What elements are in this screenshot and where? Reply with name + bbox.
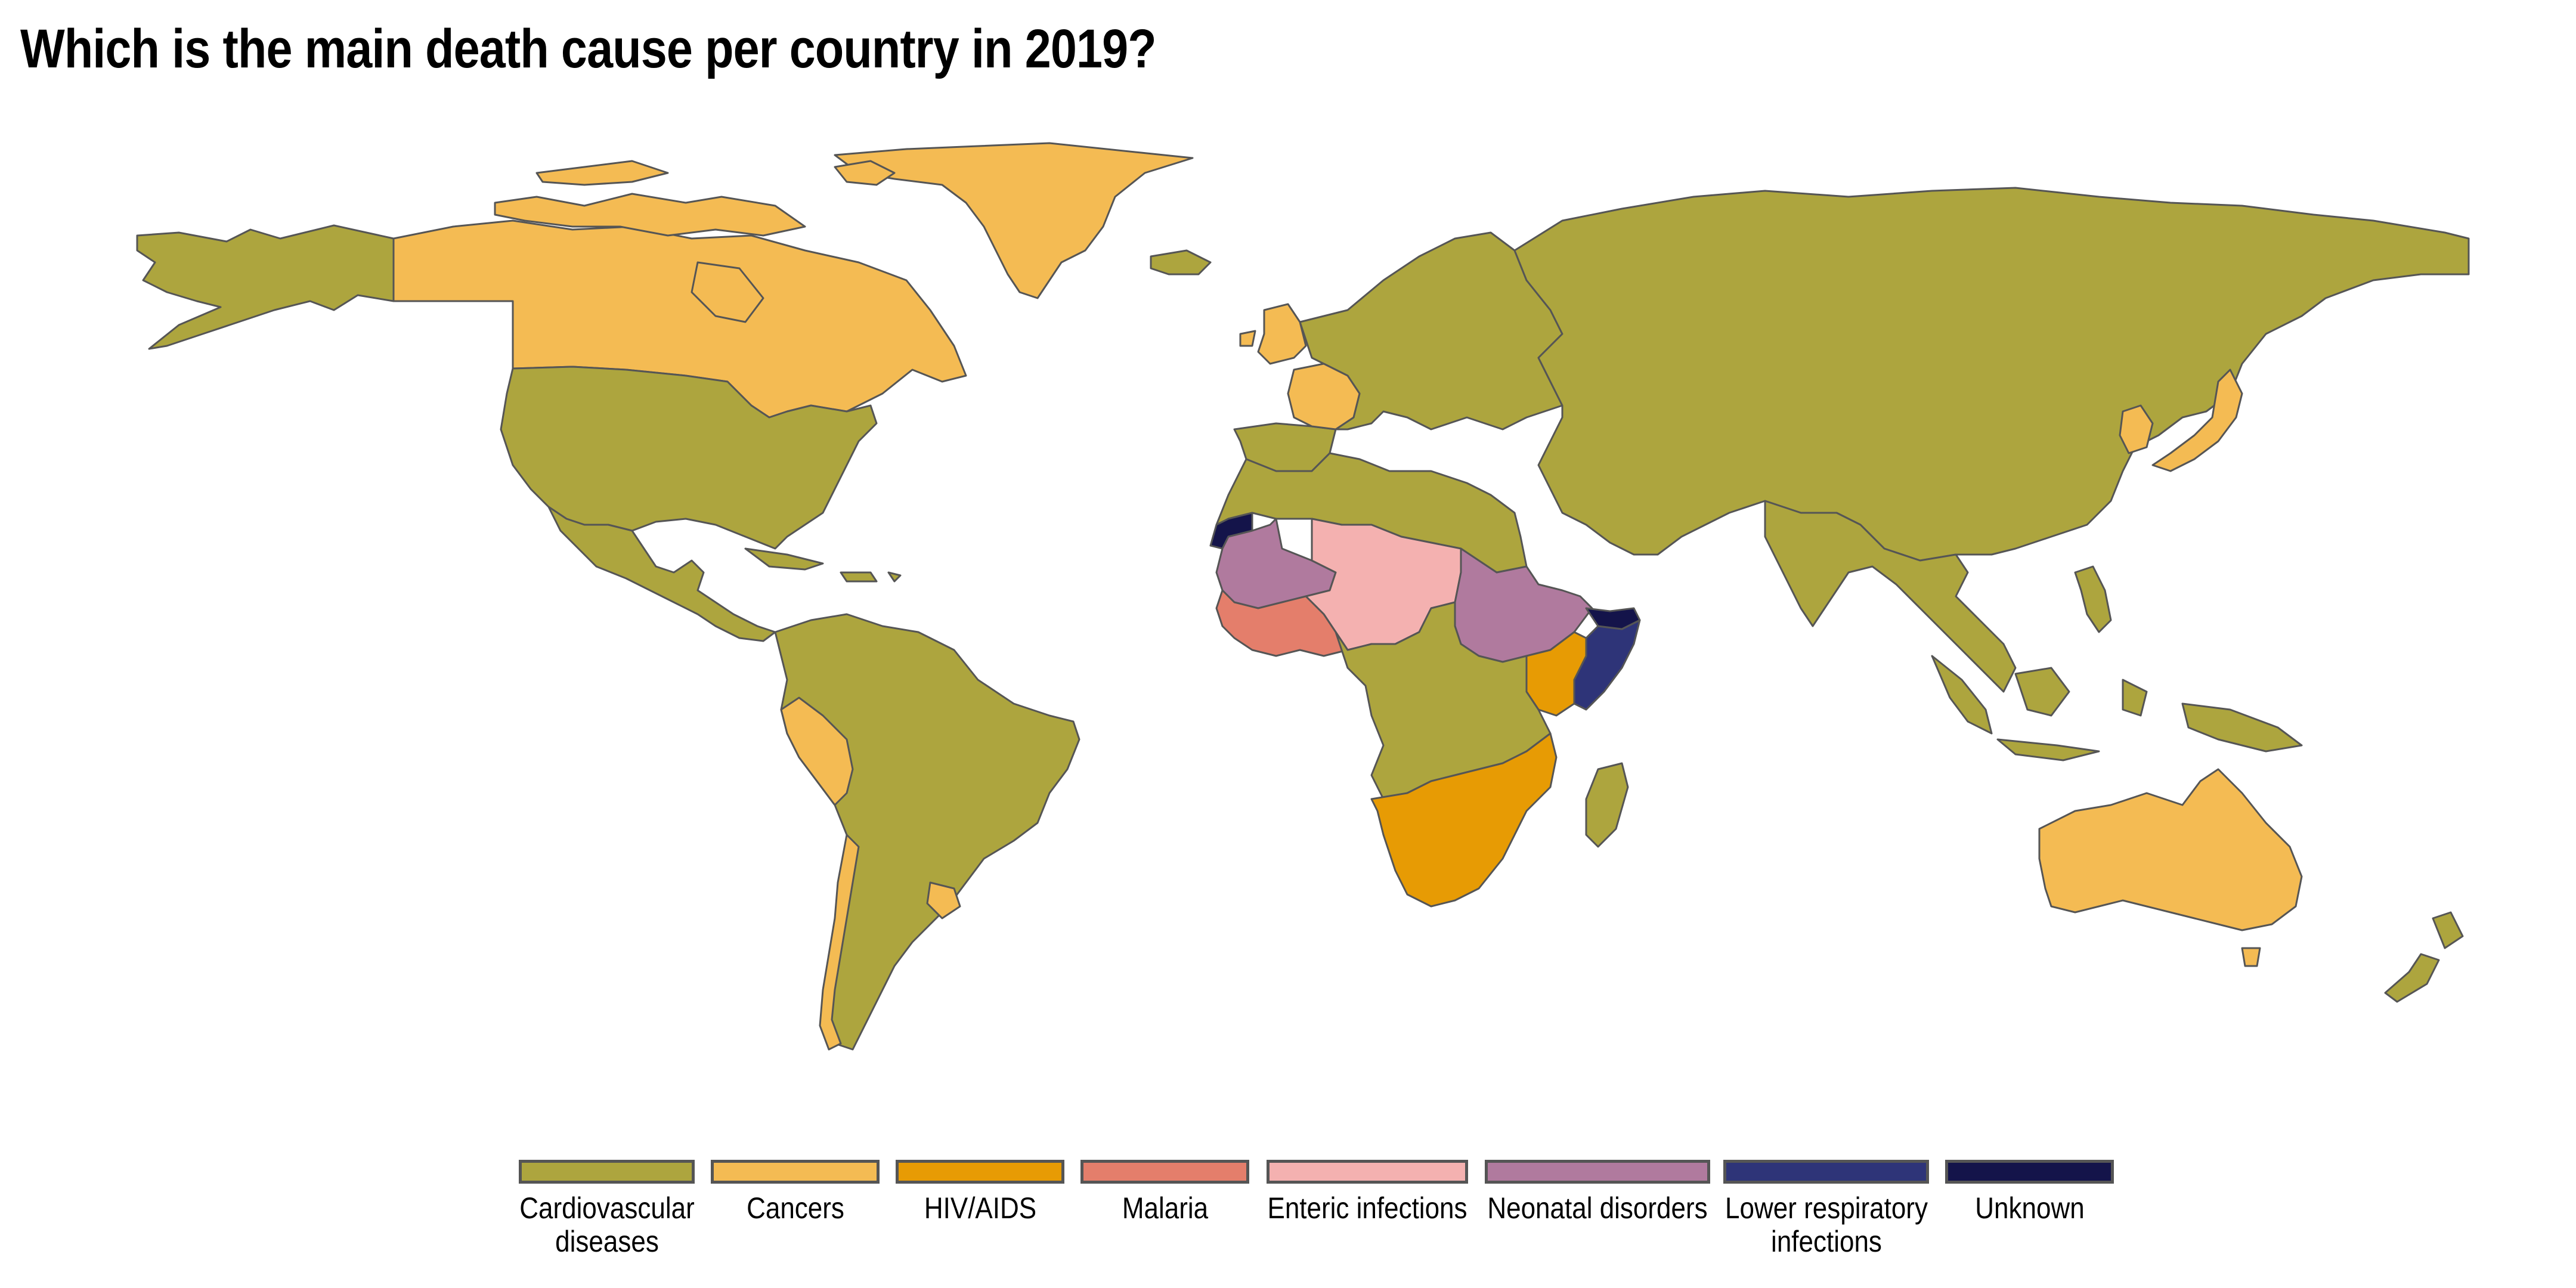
region-uruguay [926, 881, 961, 919]
region-france [1287, 363, 1361, 431]
map-title: Which is the main death cause per countr… [20, 18, 1157, 79]
region-india-se-asia [1764, 500, 2017, 693]
region-south-america [774, 613, 1080, 1051]
region-chile [819, 834, 860, 1051]
region-indonesia [1931, 655, 2303, 761]
region-new-zealand [2384, 911, 2464, 1003]
region-central-africa [1335, 601, 1552, 800]
region-iceland [1150, 249, 1212, 275]
region-arctic-islands [494, 160, 896, 237]
region-australia [2038, 768, 2303, 967]
region-somaliland [1585, 607, 1641, 630]
region-mexico-central-america [547, 506, 776, 642]
region-greenland [834, 142, 1194, 299]
region-united-kingdom [1239, 303, 1307, 365]
region-somalia [1573, 619, 1641, 711]
region-alaska-usa-north [136, 224, 395, 350]
region-peru [780, 696, 854, 806]
region-philippines [2074, 565, 2112, 633]
region-caribbean [744, 547, 902, 583]
region-korea [2119, 404, 2154, 454]
region-southern-africa [1370, 732, 1558, 908]
region-madagascar [1585, 762, 1629, 848]
region-russia-asia [1513, 187, 2470, 562]
region-japan [2151, 369, 2243, 472]
